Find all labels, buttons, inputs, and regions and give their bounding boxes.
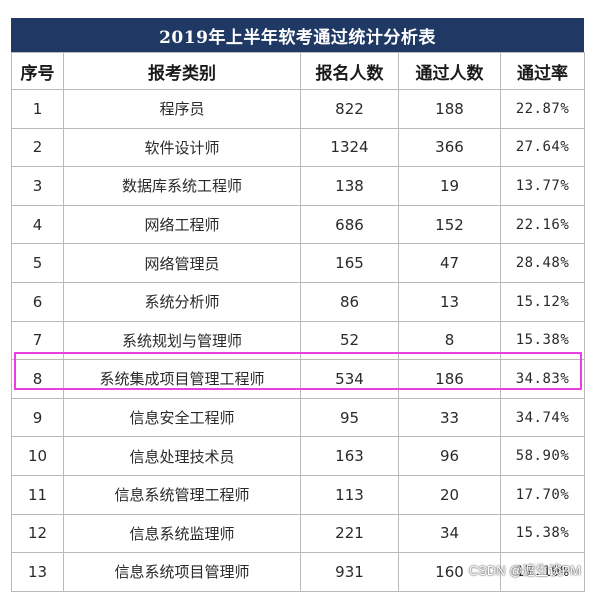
table-row: 9 信息安全工程师 95 33 34.74% — [11, 397, 585, 438]
cell-registered: 931 — [300, 552, 399, 592]
cell-passed: 33 — [398, 397, 501, 438]
cell-category: 软件设计师 — [63, 127, 301, 168]
stats-table-container: 2019年上半年软考通过统计分析表 序号 报考类别 报名人数 通过人数 通过率 … — [11, 18, 585, 592]
cell-rate: 22.16% — [500, 204, 585, 245]
cell-rate: 22.87% — [500, 89, 585, 129]
cell-category: 信息处理技术员 — [63, 436, 301, 476]
cell-registered: 163 — [300, 436, 399, 476]
cell-registered: 221 — [300, 513, 399, 554]
cell-passed: 186 — [398, 359, 501, 399]
cell-passed: 13 — [398, 281, 501, 322]
table-row: 6 系统分析师 86 13 15.12% — [11, 281, 585, 322]
cell-rate: 34.74% — [500, 397, 585, 438]
table-row: 7 系统规划与管理师 52 8 15.38% — [11, 320, 585, 361]
header-row: 序号 报考类别 报名人数 通过人数 通过率 — [11, 52, 585, 90]
cell-registered: 52 — [300, 320, 399, 361]
table-row: 5 网络管理员 165 47 28.48% — [11, 243, 585, 283]
watermark: CSDN @遮生谈PM — [468, 563, 581, 578]
cell-category: 系统分析师 — [63, 281, 301, 322]
table-row: 8 系统集成项目管理工程师 534 186 34.83% — [11, 359, 585, 399]
cell-category: 程序员 — [63, 89, 301, 129]
cell-registered: 534 — [300, 359, 399, 399]
table-title: 2019年上半年软考通过统计分析表 — [11, 18, 584, 52]
cell-category: 系统集成项目管理工程师 — [63, 359, 301, 399]
cell-passed: 47 — [398, 243, 501, 283]
cell-no: 10 — [11, 436, 64, 476]
table-row: 12 信息系统监理师 221 34 15.38% — [11, 513, 585, 554]
stats-table: 序号 报考类别 报名人数 通过人数 通过率 1 程序员 822 188 22.87% 2 软… — [11, 52, 585, 592]
header-rate: 通过率 — [500, 52, 585, 90]
cell-registered: 113 — [300, 474, 399, 515]
cell-no: 5 — [11, 243, 64, 283]
table-row: 1 程序员 822 188 22.87% — [11, 89, 585, 129]
cell-registered: 138 — [300, 166, 399, 206]
cell-no: 11 — [11, 474, 64, 515]
cell-passed: 19 — [398, 166, 501, 206]
table-body: 1 程序员 822 188 22.87% 2 软件设计师 1324 366 27.64% 3 数据库系… — [11, 89, 585, 592]
cell-no: 8 — [11, 359, 64, 399]
cell-passed: 20 — [398, 474, 501, 515]
cell-rate: 15.12% — [500, 281, 585, 322]
cell-no: 9 — [11, 397, 64, 438]
table-row: 10 信息处理技术员 163 96 58.90% — [11, 436, 585, 476]
cell-category: 数据库系统工程师 — [63, 166, 301, 206]
cell-rate: 13.77% — [500, 166, 585, 206]
header-no: 序号 — [11, 52, 64, 90]
cell-passed: 366 — [398, 127, 501, 168]
cell-registered: 822 — [300, 89, 399, 129]
header-registered: 报名人数 — [300, 52, 399, 90]
cell-rate: 15.38% — [500, 320, 585, 361]
cell-rate: 28.48% — [500, 243, 585, 283]
cell-registered: 95 — [300, 397, 399, 438]
cell-category: 系统规划与管理师 — [63, 320, 301, 361]
cell-rate: 58.90% — [500, 436, 585, 476]
cell-category: 信息安全工程师 — [63, 397, 301, 438]
cell-category: 网络工程师 — [63, 204, 301, 245]
cell-passed: 152 — [398, 204, 501, 245]
cell-rate: 27.64% — [500, 127, 585, 168]
header-passed: 通过人数 — [398, 52, 501, 90]
cell-no: 3 — [11, 166, 64, 206]
cell-registered: 1324 — [300, 127, 399, 168]
header-category: 报考类别 — [63, 52, 301, 90]
cell-passed: 8 — [398, 320, 501, 361]
table-row: 2 软件设计师 1324 366 27.64% — [11, 127, 585, 168]
cell-category: 信息系统项目管理师 — [63, 552, 301, 592]
cell-no: 12 — [11, 513, 64, 554]
cell-rate: 17.70% — [500, 474, 585, 515]
cell-no: 2 — [11, 127, 64, 168]
cell-no: 7 — [11, 320, 64, 361]
cell-rate: 34.83% — [500, 359, 585, 399]
cell-registered: 165 — [300, 243, 399, 283]
cell-rate: 15.38% — [500, 513, 585, 554]
table-row: 3 数据库系统工程师 138 19 13.77% — [11, 166, 585, 206]
cell-passed: 188 — [398, 89, 501, 129]
cell-no: 13 — [11, 552, 64, 592]
cell-no: 6 — [11, 281, 64, 322]
cell-category: 信息系统管理工程师 — [63, 474, 301, 515]
cell-category: 网络管理员 — [63, 243, 301, 283]
table-row: 11 信息系统管理工程师 113 20 17.70% — [11, 474, 585, 515]
cell-no: 1 — [11, 89, 64, 129]
cell-passed: 34 — [398, 513, 501, 554]
cell-registered: 686 — [300, 204, 399, 245]
table-row: 4 网络工程师 686 152 22.16% — [11, 204, 585, 245]
cell-category: 信息系统监理师 — [63, 513, 301, 554]
cell-no: 4 — [11, 204, 64, 245]
cell-passed: 96 — [398, 436, 501, 476]
cell-registered: 86 — [300, 281, 399, 322]
